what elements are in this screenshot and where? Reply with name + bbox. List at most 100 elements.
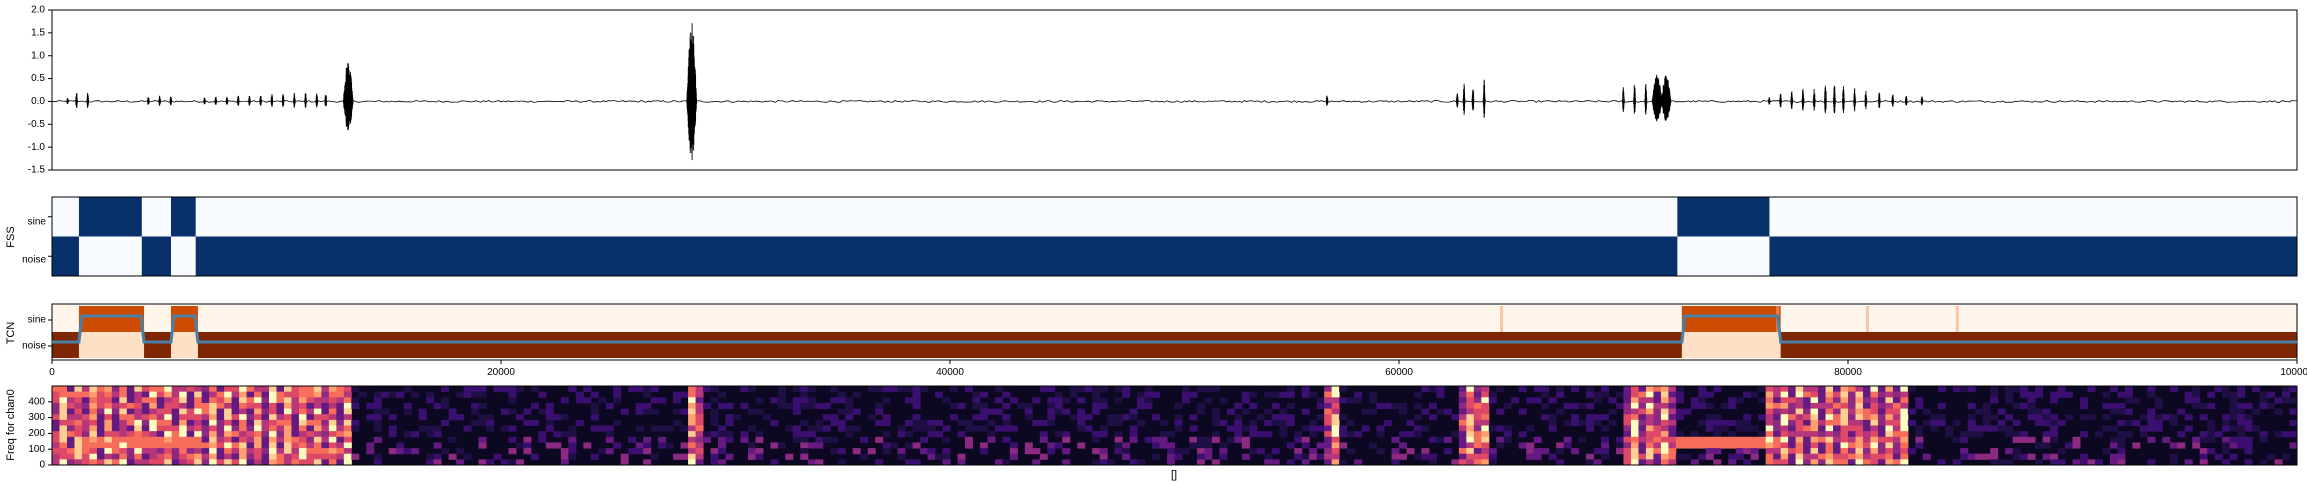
spectrogram-cell bbox=[328, 431, 337, 438]
spectrogram-cell bbox=[2199, 414, 2208, 421]
spectrogram-cell bbox=[688, 453, 697, 460]
spectrogram-cell bbox=[1413, 425, 1422, 432]
spectrogram-cell bbox=[1877, 419, 1886, 426]
spectrogram-cell bbox=[2192, 442, 2201, 449]
spectrogram-cell bbox=[905, 397, 914, 404]
spectrogram-cell bbox=[2237, 402, 2246, 410]
spectrogram-cell bbox=[171, 419, 180, 426]
spectrogram-cell bbox=[1196, 386, 1205, 393]
spectrogram-cell bbox=[74, 442, 83, 449]
waveform-y-tick-label-4: 0.5 bbox=[31, 73, 45, 84]
spectrogram-cell bbox=[807, 459, 816, 466]
spectrogram-cell bbox=[126, 414, 135, 421]
spectrogram-cell bbox=[1451, 431, 1460, 438]
spectrogram-cell bbox=[1780, 436, 1789, 443]
spectrogram-cell bbox=[291, 442, 300, 449]
spectrogram-cell bbox=[1122, 453, 1131, 460]
spectrogram-cell bbox=[313, 397, 322, 404]
spectrogram-cell bbox=[433, 453, 442, 460]
spectrogram-cell bbox=[283, 408, 292, 415]
spectrogram-cell bbox=[1877, 391, 1886, 398]
spectrogram-cell bbox=[1009, 448, 1018, 455]
spectrogram-cell bbox=[164, 419, 173, 426]
spectrogram-cell bbox=[912, 402, 921, 410]
spectrogram-cell bbox=[1241, 391, 1250, 398]
spectrogram-cell bbox=[1069, 386, 1078, 393]
spectrogram-cell bbox=[725, 436, 734, 443]
spectrogram-cell bbox=[2274, 431, 2283, 438]
spectrogram-cell bbox=[1668, 459, 1677, 466]
spectrogram-cell bbox=[1219, 453, 1228, 460]
spectrogram-cell bbox=[2102, 425, 2111, 432]
spectrogram-cell bbox=[665, 442, 674, 449]
spectrogram-cell bbox=[283, 448, 292, 455]
spectrogram-cell bbox=[2079, 431, 2088, 438]
spectrogram-cell bbox=[134, 408, 143, 415]
spectrogram-cell bbox=[306, 453, 315, 460]
spectrogram-cell bbox=[1870, 397, 1879, 404]
spectrogram-cell bbox=[1877, 436, 1886, 443]
spectrogram-cell bbox=[164, 453, 173, 460]
spectrogram-cell bbox=[463, 425, 472, 432]
spectrogram-cell bbox=[1638, 442, 1647, 449]
spectrogram-cell bbox=[1900, 448, 1909, 455]
spectrogram-cell bbox=[1683, 442, 1692, 449]
spectrogram-cell bbox=[1339, 459, 1348, 466]
spectrogram-cell bbox=[777, 391, 786, 398]
spectrogram-cell bbox=[119, 419, 128, 426]
spectrogram-cell bbox=[830, 386, 839, 393]
tcn-sine-segment-0 bbox=[78, 306, 145, 332]
spectrogram-cell bbox=[2267, 391, 2276, 398]
spectrogram-cell bbox=[1735, 397, 1744, 404]
spectrogram-cell bbox=[134, 436, 143, 443]
spectrogram-cell bbox=[1413, 453, 1422, 460]
spectrogram-cell bbox=[1481, 459, 1490, 466]
spectrogram-cell bbox=[1750, 453, 1759, 460]
spectrogram-cell bbox=[1788, 419, 1797, 426]
spectrogram-cell bbox=[209, 448, 218, 455]
spectrogram-cell bbox=[156, 419, 165, 426]
spectrogram-cell bbox=[1316, 414, 1325, 421]
spectrogram-cell bbox=[875, 386, 884, 393]
spectrogram-cell bbox=[1765, 397, 1774, 404]
spectrogram-cell bbox=[313, 436, 322, 443]
spectrogram-cell bbox=[209, 391, 218, 398]
spectrogram-cell bbox=[785, 402, 794, 410]
spectrogram-cell bbox=[1810, 391, 1819, 398]
spectrogram-cell bbox=[688, 431, 697, 438]
waveform-burst-34 bbox=[1812, 89, 1816, 111]
spectrogram-cell bbox=[321, 459, 330, 466]
spectrogram-cell bbox=[1660, 459, 1669, 466]
spectrogram-cell bbox=[1848, 436, 1856, 443]
spectrogram-cell bbox=[254, 442, 263, 449]
spectrogram-cell bbox=[1855, 419, 1864, 426]
spectrogram-cell bbox=[523, 448, 532, 455]
spectrogram-cell bbox=[119, 414, 128, 421]
tcn-noise-gap-0 bbox=[78, 332, 145, 358]
spectrogram-cell bbox=[1032, 459, 1041, 466]
spectrogram-cell bbox=[441, 448, 450, 455]
spectrogram-cell bbox=[1750, 425, 1759, 432]
spectrogram-cell bbox=[1645, 414, 1654, 421]
spectrogram-cell bbox=[1062, 408, 1071, 415]
spectrogram-cell bbox=[1541, 448, 1550, 455]
spectrogram-cell bbox=[1324, 391, 1333, 398]
spectrogram-cell bbox=[2147, 436, 2156, 443]
spectrogram-cell bbox=[1780, 386, 1789, 393]
spectrogram-cell bbox=[1458, 397, 1467, 404]
spectrogram-cell bbox=[1623, 459, 1632, 466]
spectrogram-cell bbox=[1107, 419, 1116, 426]
spectrogram-cell bbox=[1601, 453, 1610, 460]
spectrogram-cell bbox=[1114, 397, 1123, 404]
spectrogram-cell bbox=[800, 442, 809, 449]
spectrogram-cell bbox=[1451, 414, 1460, 421]
waveform-burst-2 bbox=[86, 92, 90, 108]
spectrogram-cell bbox=[837, 419, 846, 426]
spectrogram-cell bbox=[2147, 459, 2156, 466]
spectrogram-cell bbox=[1473, 436, 1482, 443]
spectrogram-cell bbox=[927, 419, 936, 426]
spectrogram-cell bbox=[560, 459, 569, 466]
spectrogram-cell bbox=[186, 431, 195, 438]
spectrogram-cell bbox=[1967, 453, 1976, 460]
